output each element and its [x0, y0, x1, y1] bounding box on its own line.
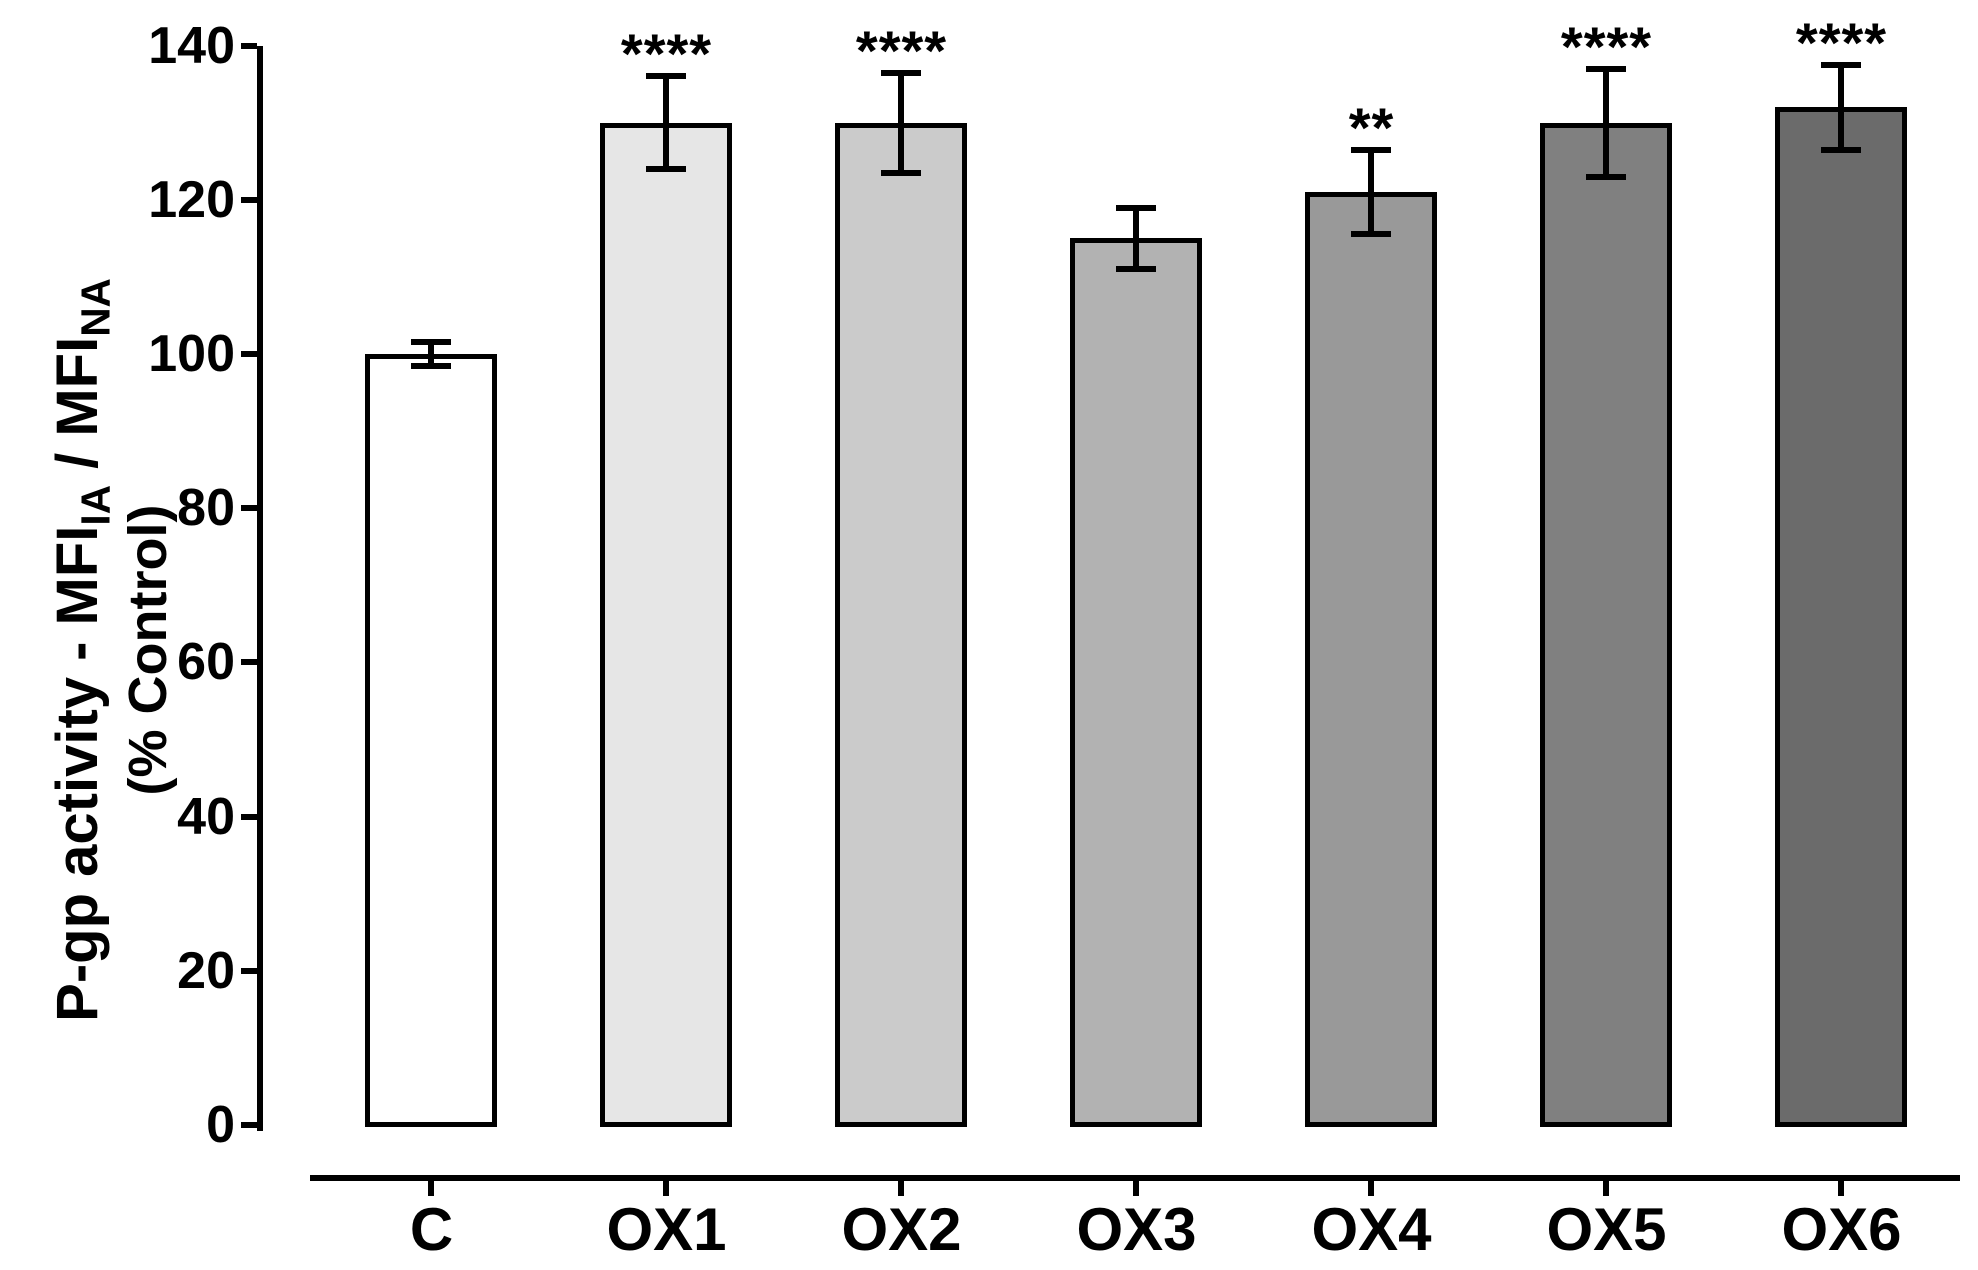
bar-ox6 — [1775, 107, 1907, 1127]
error-bar-line-ox4 — [1368, 150, 1374, 235]
bar-ox5 — [1540, 123, 1672, 1127]
y-axis-tick — [241, 351, 257, 357]
y-axis-tick-label: 120 — [148, 171, 235, 229]
error-bar-cap-top-ox5 — [1586, 66, 1626, 72]
y-axis-tick — [241, 197, 257, 203]
y-axis-tick-label: 40 — [177, 788, 235, 846]
error-bar-cap-bottom-ox1 — [646, 166, 686, 172]
y-axis-tick — [241, 968, 257, 974]
x-axis-label-ox2: OX2 — [841, 1196, 962, 1263]
error-bar-cap-bottom-ox2 — [881, 170, 921, 176]
error-bar-cap-bottom-ox3 — [1116, 266, 1156, 272]
error-bar-cap-bottom-ox5 — [1586, 174, 1626, 180]
x-axis-tick-ox1 — [663, 1175, 669, 1196]
y-axis-tick-label: 20 — [177, 942, 235, 1000]
x-axis-tick-c — [428, 1175, 434, 1196]
error-bar-line-c — [428, 342, 434, 365]
error-bar-cap-top-ox3 — [1116, 205, 1156, 211]
y-axis-tick — [241, 814, 257, 820]
x-axis-label-c: C — [409, 1196, 454, 1263]
bar-c — [365, 354, 497, 1127]
bar-ox3 — [1070, 238, 1202, 1127]
x-axis-tick-ox4 — [1368, 1175, 1374, 1196]
error-bar-cap-top-ox2 — [881, 70, 921, 76]
error-bar-cap-bottom-ox4 — [1351, 231, 1391, 237]
bar-ox4 — [1305, 192, 1437, 1127]
y-axis-tick-label: 0 — [206, 1096, 235, 1154]
error-bar-line-ox6 — [1838, 65, 1844, 150]
x-axis-tick-ox5 — [1603, 1175, 1609, 1196]
y-axis-tick-label: 60 — [177, 633, 235, 691]
y-axis-tick — [241, 505, 257, 511]
bar-ox1 — [600, 123, 732, 1127]
significance-marker-ox2: **** — [855, 19, 948, 82]
x-axis-label-ox4: OX4 — [1311, 1196, 1432, 1263]
x-axis-tick-ox2 — [898, 1175, 904, 1196]
significance-marker-ox6: **** — [1795, 11, 1888, 74]
significance-marker-ox1: **** — [620, 22, 713, 85]
error-bar-line-ox1 — [663, 76, 669, 169]
y-axis-line — [257, 46, 263, 1131]
error-bar-cap-bottom-ox6 — [1821, 147, 1861, 153]
x-axis-tick-ox3 — [1133, 1175, 1139, 1196]
y-axis-tick-label: 100 — [148, 325, 235, 383]
error-bar-cap-top-ox6 — [1821, 62, 1861, 68]
x-axis-label-ox6: OX6 — [1781, 1196, 1902, 1263]
x-axis-label-ox3: OX3 — [1076, 1196, 1197, 1263]
y-axis-tick — [241, 1122, 257, 1128]
x-axis-tick-ox6 — [1838, 1175, 1844, 1196]
bar-ox2 — [835, 123, 967, 1127]
y-axis-tick — [241, 43, 257, 49]
error-bar-line-ox5 — [1603, 69, 1609, 177]
error-bar-cap-bottom-c — [411, 363, 451, 369]
y-axis-tick-label: 80 — [177, 479, 235, 537]
x-axis-label-ox5: OX5 — [1546, 1196, 1667, 1263]
significance-marker-ox5: **** — [1560, 15, 1653, 78]
y-axis-tick-label: 140 — [148, 17, 235, 75]
error-bar-line-ox3 — [1133, 208, 1139, 270]
error-bar-line-ox2 — [898, 73, 904, 173]
x-axis-label-ox1: OX1 — [606, 1196, 727, 1263]
y-axis-tick — [241, 659, 257, 665]
error-bar-cap-top-c — [411, 339, 451, 345]
error-bar-cap-top-ox1 — [646, 73, 686, 79]
error-bar-cap-top-ox4 — [1351, 147, 1391, 153]
significance-marker-ox4: ** — [1348, 96, 1395, 159]
